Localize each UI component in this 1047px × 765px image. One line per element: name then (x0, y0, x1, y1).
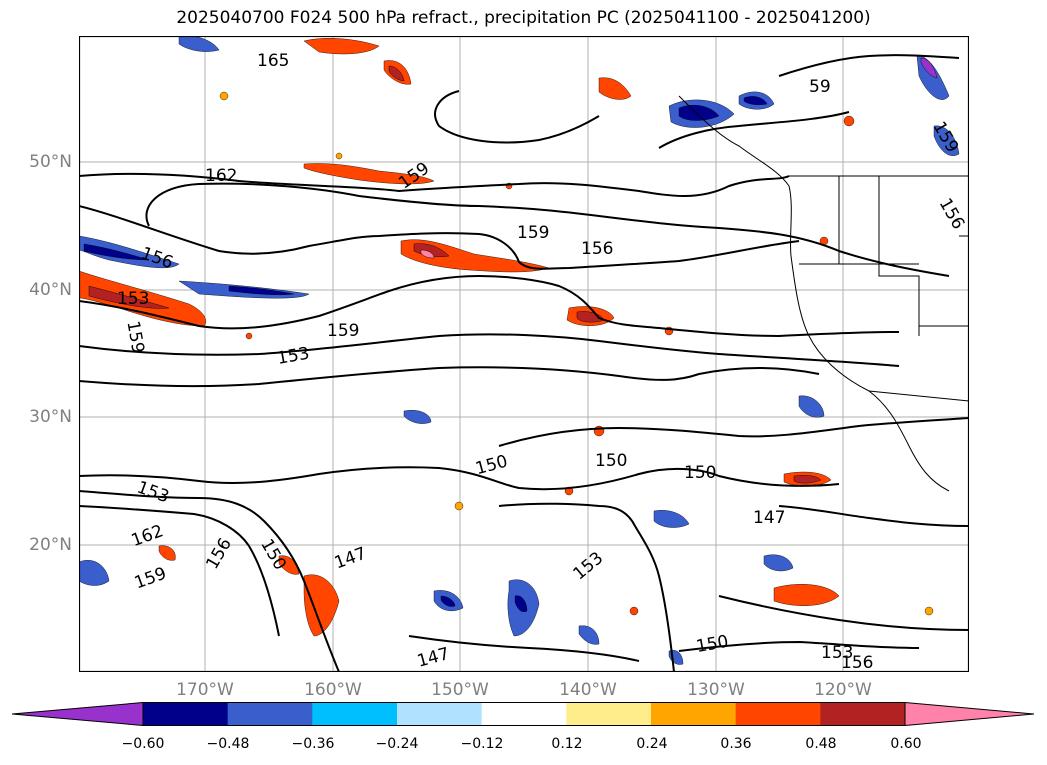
refractivity-contours (79, 54, 969, 672)
colorbar-segment (820, 702, 906, 726)
contour-label: 159 (327, 321, 359, 341)
contour-label: 159 (517, 223, 549, 243)
colorbar-tick: −0.48 (206, 736, 250, 752)
contour-label: 153 (821, 643, 853, 663)
coastline (678, 95, 969, 492)
colorbar (12, 702, 1034, 726)
contour-label: 156 (841, 653, 873, 672)
contour-label: 156 (581, 239, 613, 259)
colorbar-tick: 0.24 (636, 736, 668, 752)
contour-label: 165 (257, 51, 289, 71)
contour-label: 150 (684, 463, 716, 483)
colorbar-segment (735, 702, 821, 726)
contour-label: 162 (205, 166, 237, 186)
colorbar-segment (143, 702, 229, 726)
colorbar-segment (312, 702, 398, 726)
contour-label: 147 (753, 508, 785, 528)
colorbar-segment (651, 702, 737, 726)
colorbar-extend-high (905, 702, 1034, 726)
contour-label: 59 (809, 77, 831, 97)
lat-label-30n: 30°N (29, 407, 72, 427)
colorbar-tick: 0.60 (890, 736, 922, 752)
colorbar-tick: 0.48 (805, 736, 837, 752)
colorbar-tick: −0.24 (375, 736, 419, 752)
lon-label-140w: 140°W (559, 680, 617, 700)
lon-label-150w: 150°W (431, 680, 489, 700)
contour-label: 153 (117, 289, 149, 309)
colorbar-segment (566, 702, 652, 726)
colorbar-segment (481, 702, 567, 726)
colorbar-tick: −0.36 (291, 736, 335, 752)
colorbar-tick: 0.12 (551, 736, 583, 752)
lon-label-120w: 120°W (814, 680, 872, 700)
precipitation-field (79, 36, 960, 665)
lon-label-170w: 170°W (176, 680, 234, 700)
lon-label-130w: 130°W (687, 680, 745, 700)
map-panel: 165 162 159 159 156 156 153 159 159 153 … (79, 36, 969, 672)
contour-label: 150 (595, 451, 627, 471)
lat-label-50n: 50°N (29, 152, 72, 172)
lat-label-20n: 20°N (29, 535, 72, 555)
map-title: 2025040700 F024 500 hPa refract., precip… (176, 8, 871, 28)
colorbar-segment (227, 702, 313, 726)
colorbar-extend-low (12, 702, 143, 726)
colorbar-tick: −0.12 (460, 736, 504, 752)
map-canvas: 165 162 159 159 156 156 153 159 159 153 … (79, 36, 969, 672)
colorbar-segment (397, 702, 483, 726)
lon-label-160w: 160°W (304, 680, 362, 700)
colorbar-tick: 0.36 (720, 736, 752, 752)
lat-label-40n: 40°N (29, 280, 72, 300)
colorbar-tick: −0.60 (121, 736, 165, 752)
colorbar-segments (12, 702, 1034, 726)
